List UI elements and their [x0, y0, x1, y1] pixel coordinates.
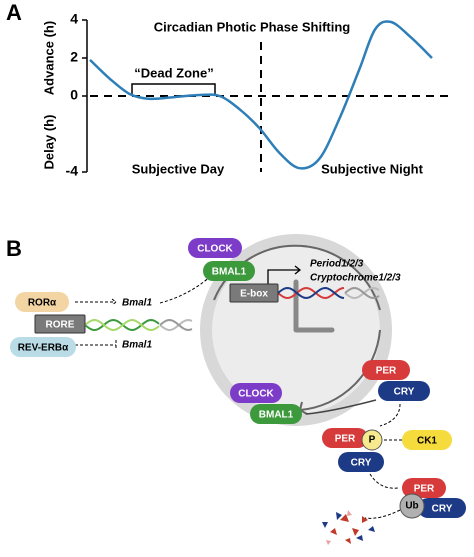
dna-strand — [159, 318, 193, 331]
node-shape — [402, 430, 452, 450]
degradation-fragments — [322, 510, 375, 545]
node-shape — [399, 493, 425, 519]
node-label: CLOCK — [197, 244, 233, 255]
node-shape — [361, 429, 383, 451]
node-label: CLOCK — [238, 389, 274, 400]
node-label: CRY — [351, 458, 372, 469]
node-label: PER — [414, 484, 435, 495]
data-line — [89, 20, 433, 170]
chart-title: Circadian Photic Phase Shifting — [154, 19, 351, 34]
node-label: BMAL1 — [259, 410, 294, 421]
node-shape — [10, 337, 76, 357]
dna-strand — [159, 319, 193, 332]
node-shape — [34, 314, 86, 334]
node-label: CRY — [432, 504, 453, 515]
node-shape — [250, 404, 302, 424]
node-label: BMAL1 — [212, 267, 247, 278]
node-shape — [378, 381, 430, 401]
node-label: P — [369, 435, 376, 446]
node-shape — [203, 261, 255, 281]
annotation: Subjective Day — [132, 161, 225, 176]
dna-strand — [344, 287, 380, 300]
node-shape — [362, 360, 410, 380]
node-label: E-box — [240, 289, 268, 300]
node-label: RORα — [28, 298, 57, 309]
y-tick-label: -4 — [66, 163, 79, 179]
y-axis-label: Delay (h) — [41, 115, 56, 170]
dna-strand — [277, 287, 345, 300]
transcription-arrow — [267, 265, 302, 285]
dead-zone-bracket — [131, 83, 216, 95]
node-label: REV-ERBα — [18, 343, 69, 354]
node-shape — [322, 428, 368, 448]
node-shape — [230, 383, 282, 403]
inhibit-line — [305, 399, 377, 415]
node-label: Ub — [405, 501, 418, 512]
y-axis-label: Advance (h) — [41, 21, 56, 95]
activation-arrow — [75, 298, 117, 306]
node-label: PER — [376, 366, 397, 377]
panel-label: A — [6, 0, 22, 25]
flow-arrow — [379, 403, 401, 427]
node-shape — [15, 292, 69, 312]
node-shape — [402, 478, 446, 498]
gene-label: Bmal1 — [122, 298, 152, 309]
cycle-arrow — [299, 329, 381, 411]
node-shape — [188, 238, 242, 258]
annotation: Subjective Night — [321, 161, 424, 176]
dna-strand — [84, 319, 160, 332]
node-shape — [229, 283, 279, 303]
annotation: “Dead Zone” — [134, 65, 213, 80]
repression-arrow — [75, 340, 117, 350]
dna-strand — [344, 286, 380, 299]
node-label: CK1 — [417, 436, 437, 447]
gene-label: Period1/2/3 — [310, 259, 364, 270]
flow-arrow — [364, 509, 401, 519]
panel-label: B — [6, 236, 22, 261]
flow-arrow — [369, 473, 399, 489]
node-label: PER — [335, 434, 356, 445]
y-tick-label: 0 — [70, 87, 78, 103]
translation-arrow — [159, 274, 213, 304]
node-label: RORE — [46, 320, 75, 331]
clock-hands — [293, 279, 335, 333]
node-label: CRY — [394, 387, 415, 398]
node-shape — [338, 452, 384, 472]
node-shape — [418, 498, 466, 518]
gene-label: Bmal1 — [122, 340, 152, 351]
y-tick-label: 2 — [70, 49, 78, 65]
y-tick-label: 4 — [70, 11, 78, 27]
gene-label: Cryptochrome1/2/3 — [310, 273, 401, 284]
dna-strand — [277, 286, 345, 299]
